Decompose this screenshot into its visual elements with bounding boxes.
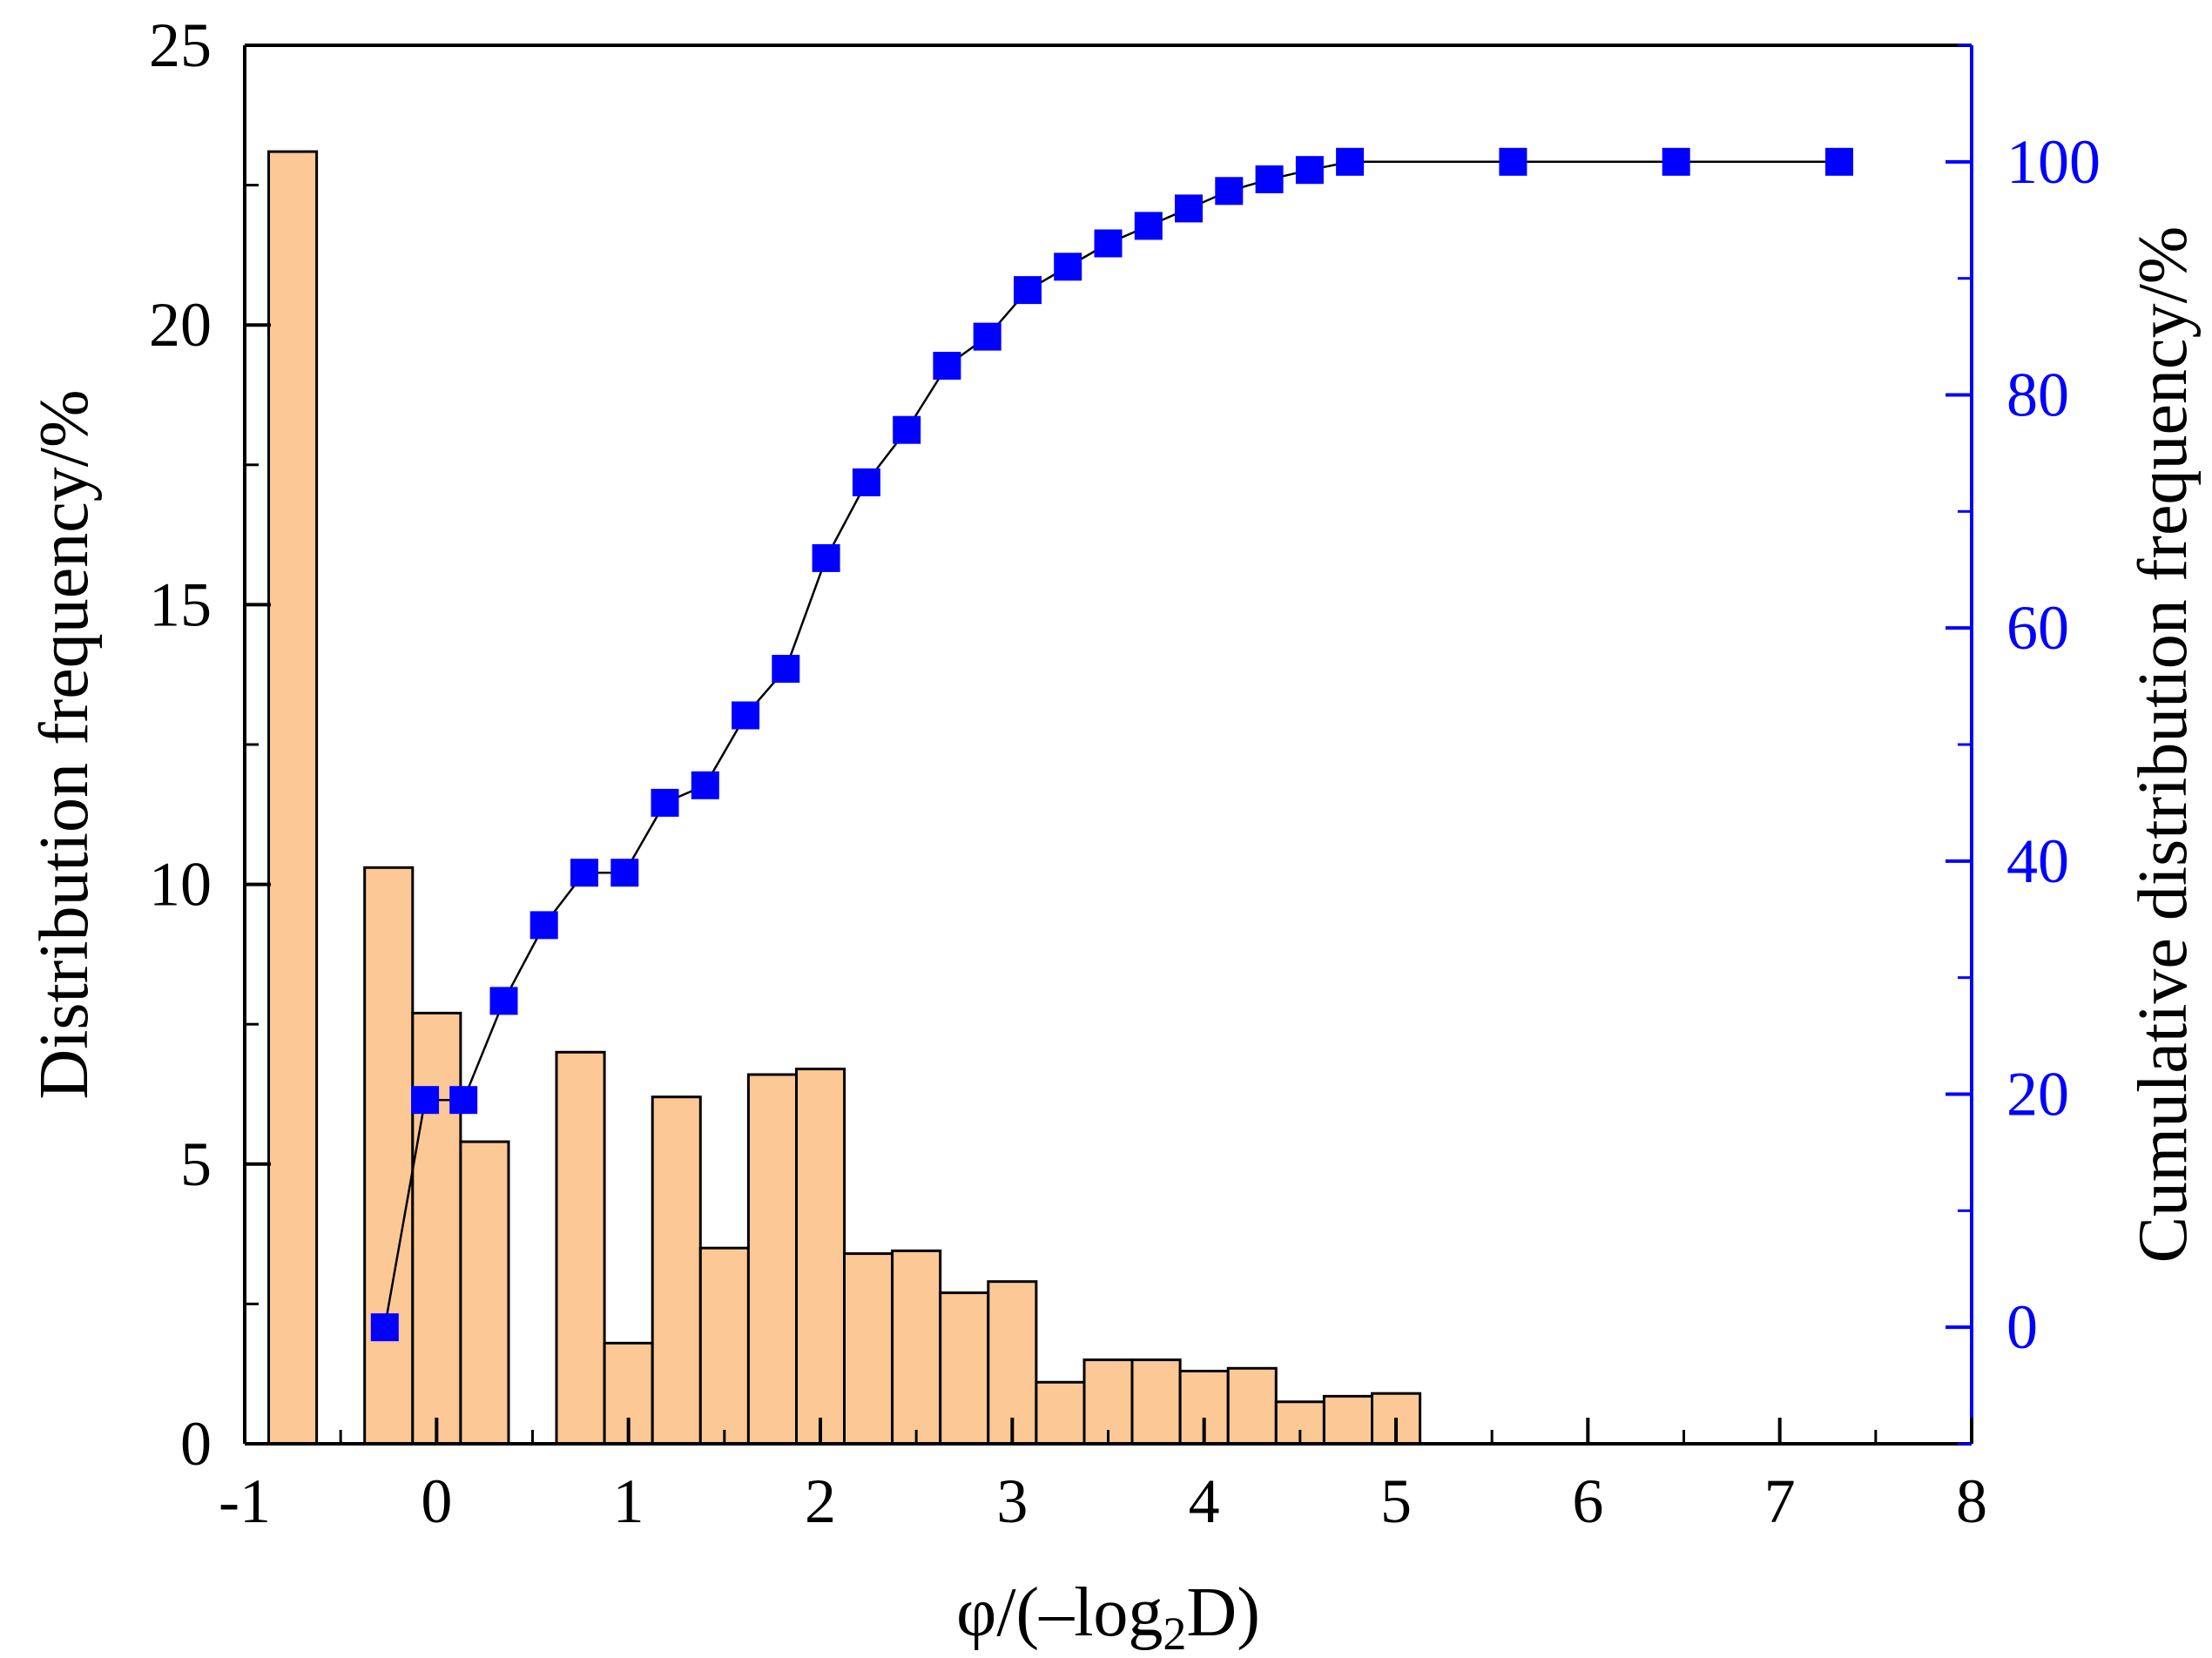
y-right-tick-label: 100 <box>2006 127 2101 197</box>
histogram-bar <box>746 1073 799 1446</box>
histogram-bar <box>1035 1380 1086 1446</box>
histogram-bar <box>363 866 415 1446</box>
y-right-tick-label: 60 <box>2006 593 2069 663</box>
cumulative-point <box>933 352 961 380</box>
y-right-tick-label: 80 <box>2006 361 2069 430</box>
histogram-bar <box>891 1249 942 1446</box>
cumulative-point <box>1175 194 1203 223</box>
histogram-bar <box>1226 1366 1278 1446</box>
y-left-tick-label: 25 <box>149 10 212 80</box>
labels-layer: -1 0 1 2 3 4 5 6 7 80510152025020406080100φ/(–log… <box>26 10 2202 1658</box>
cumulative-marker-layer <box>370 147 1853 1342</box>
histogram-bar <box>411 1011 462 1446</box>
x-axis-title-main: φ/(–log <box>956 1574 1163 1651</box>
x-tick-label: 3 <box>996 1466 1028 1536</box>
x-axis-title-tail: D) <box>1186 1574 1259 1651</box>
cumulative-point <box>1336 147 1365 176</box>
histogram-bar <box>1130 1358 1182 1446</box>
histogram-bar <box>939 1291 990 1446</box>
x-tick-label: 2 <box>805 1466 836 1536</box>
x-tick-label: -1 <box>219 1466 271 1536</box>
cumulative-point <box>1094 229 1123 258</box>
cumulative-point <box>772 655 800 683</box>
cumulative-point <box>893 415 921 444</box>
cumulative-point <box>732 701 760 730</box>
cumulative-line-layer <box>383 160 1839 1328</box>
cumulative-point <box>1054 253 1082 281</box>
cumulative-point <box>1825 147 1853 176</box>
cumulative-point <box>529 911 558 940</box>
x-tick-label: 7 <box>1764 1466 1796 1536</box>
y-left-tick-label: 10 <box>149 850 212 920</box>
y-left-tick-label: 5 <box>180 1129 212 1199</box>
histogram-bar <box>1322 1394 1374 1446</box>
histogram-bar <box>267 150 319 1446</box>
cumulative-point <box>1499 147 1527 176</box>
histogram-bar <box>651 1095 702 1446</box>
y-right-axis-title: Cumulative distribution frequency/% <box>2125 226 2202 1264</box>
cumulative-point <box>449 1086 478 1115</box>
cumulative-point <box>1662 147 1690 176</box>
histogram-bar <box>459 1140 510 1446</box>
cumulative-point <box>973 322 1001 351</box>
axes-layer <box>243 44 1973 1446</box>
cumulative-point <box>852 468 880 496</box>
histogram-bar <box>843 1252 894 1446</box>
y-right-tick-label: 20 <box>2006 1060 2069 1129</box>
histogram-bar <box>795 1068 846 1446</box>
histogram-bar <box>698 1246 750 1446</box>
cumulative-point <box>411 1086 440 1115</box>
y-right-tick-label: 40 <box>2006 826 2069 896</box>
x-tick-label: 8 <box>1956 1466 1987 1536</box>
cumulative-point <box>651 788 679 817</box>
x-tick-label: 6 <box>1572 1466 1603 1536</box>
histogram-bar <box>1082 1358 1134 1446</box>
y-left-tick-label: 0 <box>180 1409 212 1479</box>
x-axis-title: φ/(–log2D) <box>956 1574 1260 1658</box>
cumulative-point <box>691 771 719 799</box>
cumulative-point <box>812 543 840 572</box>
y-left-tick-label: 20 <box>149 290 212 360</box>
cumulative-point <box>1295 156 1324 185</box>
cumulative-point <box>370 1313 399 1342</box>
cumulative-point <box>610 859 639 887</box>
y-left-tick-label: 15 <box>149 570 212 639</box>
x-tick-label: 4 <box>1189 1466 1220 1536</box>
x-tick-label: 5 <box>1380 1466 1412 1536</box>
y-left-axis-title: Distribution frequency/% <box>26 389 103 1099</box>
cumulative-point <box>489 987 518 1015</box>
histogram-bar <box>555 1050 606 1446</box>
cumulative-point <box>1134 212 1163 240</box>
cumulative-point <box>1215 177 1244 206</box>
histogram-bar <box>987 1280 1038 1446</box>
x-tick-label: 1 <box>613 1466 644 1536</box>
y-right-tick-label: 0 <box>2006 1292 2038 1362</box>
cumulative-point <box>1255 165 1284 193</box>
x-tick-label: 0 <box>421 1466 452 1536</box>
cumulative-line <box>383 160 1839 1328</box>
cumulative-point <box>1014 276 1042 305</box>
cumulative-point <box>570 859 598 887</box>
x-axis-title-subscript: 2 <box>1163 1607 1186 1658</box>
bars-layer <box>267 150 1422 1446</box>
